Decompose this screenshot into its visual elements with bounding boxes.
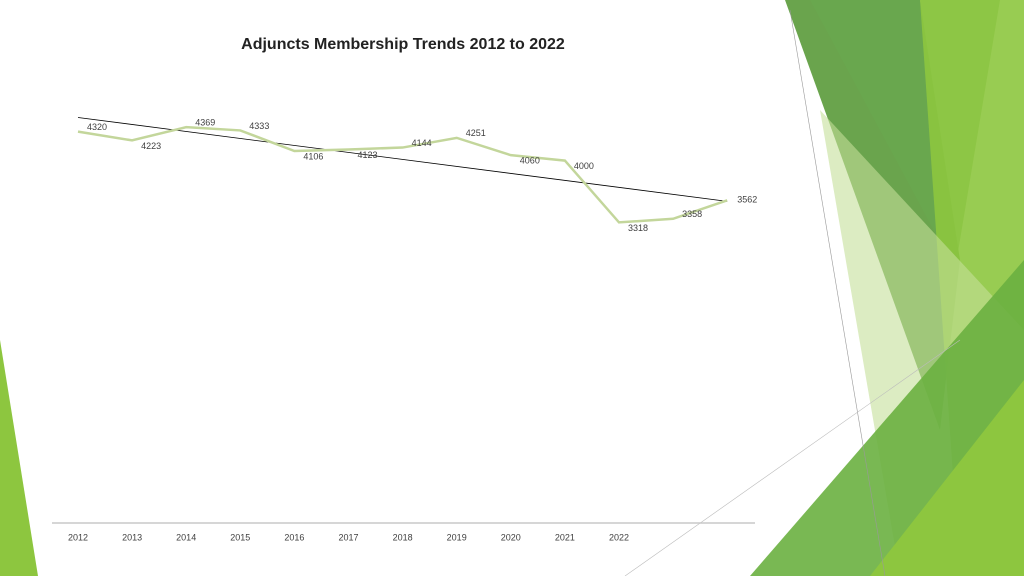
x-tick-label: 2013 [122,532,142,542]
x-tick-label: 2020 [501,532,521,542]
deco-line [624,339,961,576]
x-tick-label: 2021 [555,532,575,542]
x-tick-label: 2016 [284,532,304,542]
data-label: 4060 [520,156,540,166]
left-accent [0,340,38,576]
x-tick-label: 2022 [609,532,629,542]
data-label: 4000 [574,161,594,171]
data-label: 4320 [87,122,107,132]
data-label: 4144 [412,138,432,148]
x-tick-label: 2019 [447,532,467,542]
chart-title: Adjuncts Membership Trends 2012 to 2022 [241,36,565,53]
deco-shape [870,380,1024,576]
data-label: 4369 [195,118,215,128]
data-label: 3562 [737,195,757,205]
x-tick-label: 2014 [176,532,196,542]
data-label: 3318 [628,223,648,233]
x-tick-label: 2018 [393,532,413,542]
data-label: 4223 [141,141,161,151]
data-line [77,125,728,224]
deco-line [789,9,886,576]
data-label: 4251 [466,128,486,138]
x-tick-label: 2017 [338,532,358,542]
data-label: 4333 [249,121,269,131]
trendline [77,117,728,202]
data-label: 3358 [682,209,702,219]
data-label: 4106 [303,151,323,161]
x-tick-label: 2012 [68,532,88,542]
data-label: 4123 [358,150,378,160]
x-tick-label: 2015 [230,532,250,542]
